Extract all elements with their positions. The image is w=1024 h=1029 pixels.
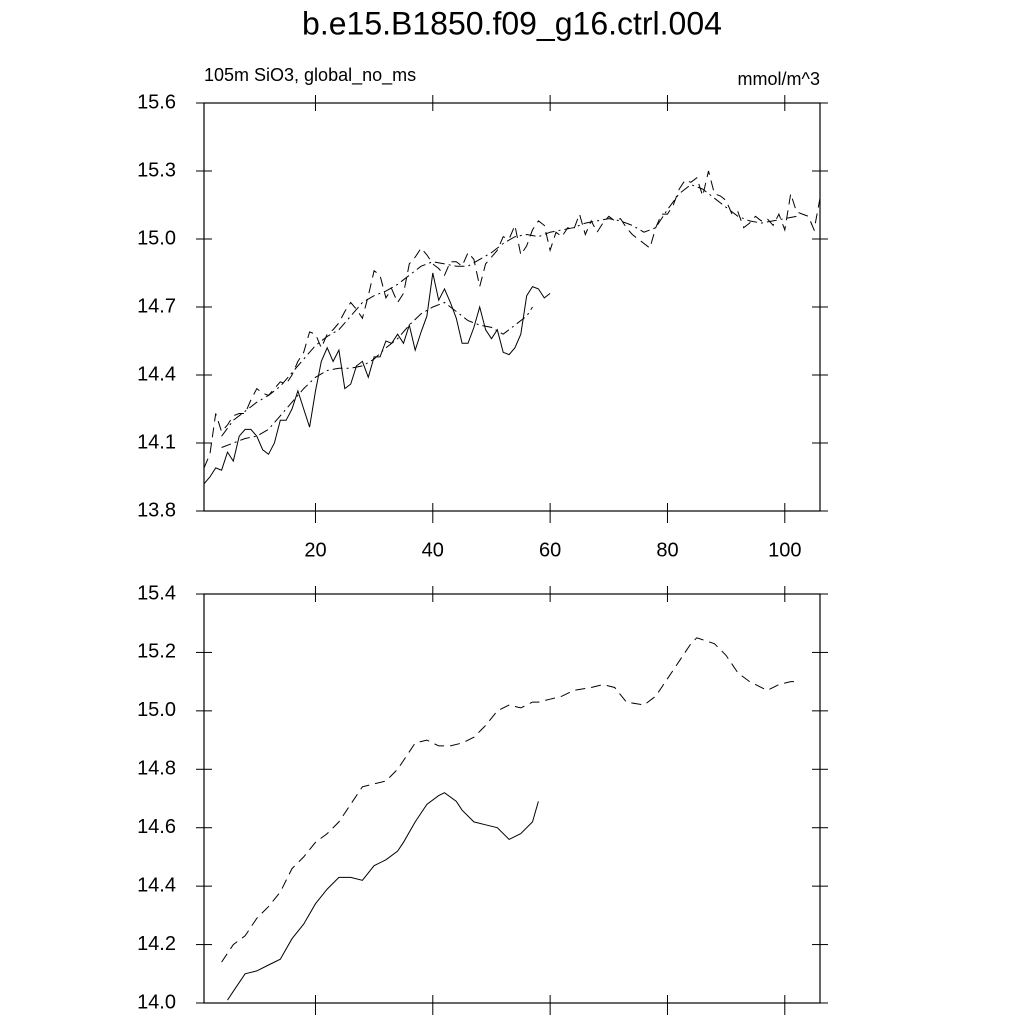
y-tick-label: 14.0 xyxy=(137,991,176,1013)
y-tick-label: 14.1 xyxy=(137,431,176,453)
plot-frame xyxy=(203,102,821,512)
data-line xyxy=(221,637,797,963)
chart-title: b.e15.B1850.f09_g16.ctrl.004 xyxy=(302,5,722,41)
y-tick-label: 14.4 xyxy=(137,874,176,896)
y-tick-label: 14.6 xyxy=(137,816,176,838)
y-tick-label: 13.8 xyxy=(137,499,176,521)
y-tick-label: 14.7 xyxy=(137,295,176,317)
y-tick-label: 15.6 xyxy=(137,91,176,113)
plot-frame xyxy=(203,593,821,1004)
x-tick-label: 20 xyxy=(304,539,326,561)
y-tick-label: 15.0 xyxy=(137,227,176,249)
y-tick-label: 14.4 xyxy=(137,363,176,385)
y-tick-label: 15.0 xyxy=(137,699,176,721)
data-line xyxy=(203,272,551,485)
y-tick-label: 15.3 xyxy=(137,159,176,181)
x-tick-label: 100 xyxy=(768,539,801,561)
units-label: mmol/m^3 xyxy=(738,69,820,89)
data-line xyxy=(221,301,533,448)
x-tick-label: 40 xyxy=(422,539,444,561)
y-tick-label: 14.8 xyxy=(137,758,176,780)
subtitle: 105m SiO3, global_no_ms xyxy=(204,65,416,86)
data-line xyxy=(227,792,539,1001)
data-line xyxy=(203,170,821,469)
x-tick-label: 60 xyxy=(539,539,561,561)
y-tick-label: 15.4 xyxy=(137,582,176,604)
y-tick-label: 15.2 xyxy=(137,641,176,663)
x-tick-label: 80 xyxy=(656,539,678,561)
data-line xyxy=(221,184,797,437)
y-tick-label: 14.2 xyxy=(137,933,176,955)
